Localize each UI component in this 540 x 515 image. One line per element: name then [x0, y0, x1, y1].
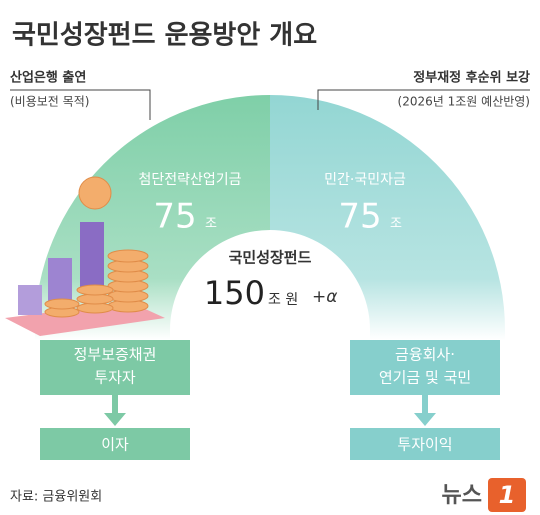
- left-arrow: [112, 395, 118, 415]
- center-unit: 조 원: [268, 292, 298, 308]
- right-arrow: [422, 395, 428, 415]
- center-extra: +α: [312, 287, 337, 307]
- left-callout-line: [10, 89, 151, 120]
- footer-source: 자료: 금융위원회: [10, 490, 102, 505]
- left-return: 이자: [101, 436, 129, 454]
- coin-illustration: [5, 176, 165, 336]
- right-return-box: [350, 428, 500, 460]
- title: 국민성장펀드 운용방안 개요: [12, 21, 317, 51]
- left-investor: 투자자: [94, 369, 136, 387]
- left-investor: 정부보증채권: [74, 346, 157, 364]
- right-source: 정부재정 후순위 보강: [413, 70, 530, 86]
- right-amount: 75: [338, 197, 381, 237]
- center-name: 국민성장펀드: [229, 249, 312, 267]
- right-return: 투자이익: [397, 436, 452, 454]
- left-fund: 첨단전략산업기금: [138, 172, 241, 188]
- logo-text: 뉴스: [442, 483, 482, 508]
- right-investor: 연기금 및 국민: [379, 369, 471, 387]
- logo-mark: 1: [499, 481, 516, 509]
- left-arrow-head: [104, 413, 126, 426]
- right-source-note: (2026년 1조원 예산반영): [398, 95, 530, 109]
- left-investor-box: [40, 340, 190, 395]
- right-unit: 조: [390, 217, 402, 232]
- right-fund: 민간·국민자금: [324, 172, 406, 188]
- left-source: 산업은행 출연: [10, 70, 86, 86]
- left-amount: 75: [153, 197, 196, 237]
- right-investor: 금융회사·: [395, 346, 455, 364]
- right-callout-line: [317, 89, 530, 110]
- center-amount: 150: [204, 274, 265, 312]
- right-arc: [270, 95, 505, 340]
- left-return-box: [40, 428, 190, 460]
- left-unit: 조: [205, 217, 217, 232]
- left-source-note: (비용보전 목적): [10, 95, 89, 109]
- right-arrow-head: [414, 413, 436, 426]
- right-investor-box: [350, 340, 500, 395]
- logo-mark-box: [488, 478, 526, 512]
